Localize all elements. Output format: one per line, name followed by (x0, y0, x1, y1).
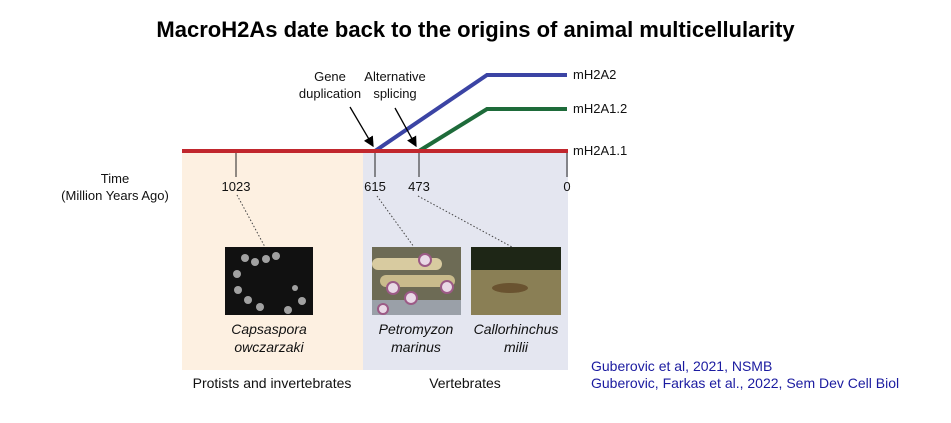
axis-label-line2: (Million Years Ago) (61, 188, 169, 203)
organism-name-line2: owczarzaki (234, 339, 304, 355)
alternative-splicing-line2: splicing (373, 86, 417, 101)
isoform-mh2a1-2: mH2A1.2 (573, 101, 628, 116)
alternative-splicing-label: Alternative splicing (353, 68, 437, 102)
axis-label: Time (Million Years Ago) (40, 170, 190, 204)
isoform-mh2a2: mH2A2 (573, 67, 617, 82)
citation-2: Guberovic, Farkas et al., 2022, Sem Dev … (591, 375, 900, 391)
organism-name-line1: Capsaspora (231, 321, 307, 337)
gene-duplication-label: Gene duplication (290, 68, 370, 102)
isoform-mh2a1-1: mH2A1.1 (573, 143, 628, 158)
axis-label-line1: Time (100, 171, 130, 186)
organism-capsaspora: Capsaspora owczarzaki (209, 320, 329, 356)
tick-label-615: 615 (364, 179, 386, 194)
gene-duplication-line2: duplication (298, 86, 362, 101)
connector-473 (417, 195, 513, 248)
connector-1023 (236, 194, 266, 248)
organism-name-line2: milii (503, 339, 529, 355)
tick-label-0: 0 (563, 179, 571, 194)
tick-label-1023: 1023 (221, 179, 251, 194)
group-vertebrates: Vertebrates (429, 375, 501, 391)
organism-name-line1: Petromyzon (378, 321, 454, 337)
organism-name-line1: Callorhinchus (473, 321, 559, 337)
alternative-splicing-arrow (394, 107, 417, 148)
group-protists: Protists and invertebrates (192, 375, 352, 391)
slide-title: MacroH2As date back to the origins of an… (156, 17, 795, 42)
gene-duplication-arrow (349, 106, 374, 148)
organism-petromyzon: Petromyzon marinus (356, 320, 476, 356)
gene-duplication-line1: Gene (314, 69, 346, 84)
tick-label-473: 473 (408, 179, 430, 194)
callorhinchus-image (471, 247, 561, 315)
petromyzon-image (372, 247, 461, 315)
citation-1: Guberovic et al, 2021, NSMB (591, 358, 773, 374)
organism-name-line2: marinus (391, 339, 441, 355)
connector-615 (376, 195, 415, 248)
capsaspora-image (225, 247, 313, 315)
organism-callorhinchus: Callorhinchus milii (456, 320, 576, 356)
mh2a2-line (373, 73, 567, 153)
mh2a1-2-line (417, 107, 567, 153)
alternative-splicing-line1: Alternative (364, 69, 426, 84)
